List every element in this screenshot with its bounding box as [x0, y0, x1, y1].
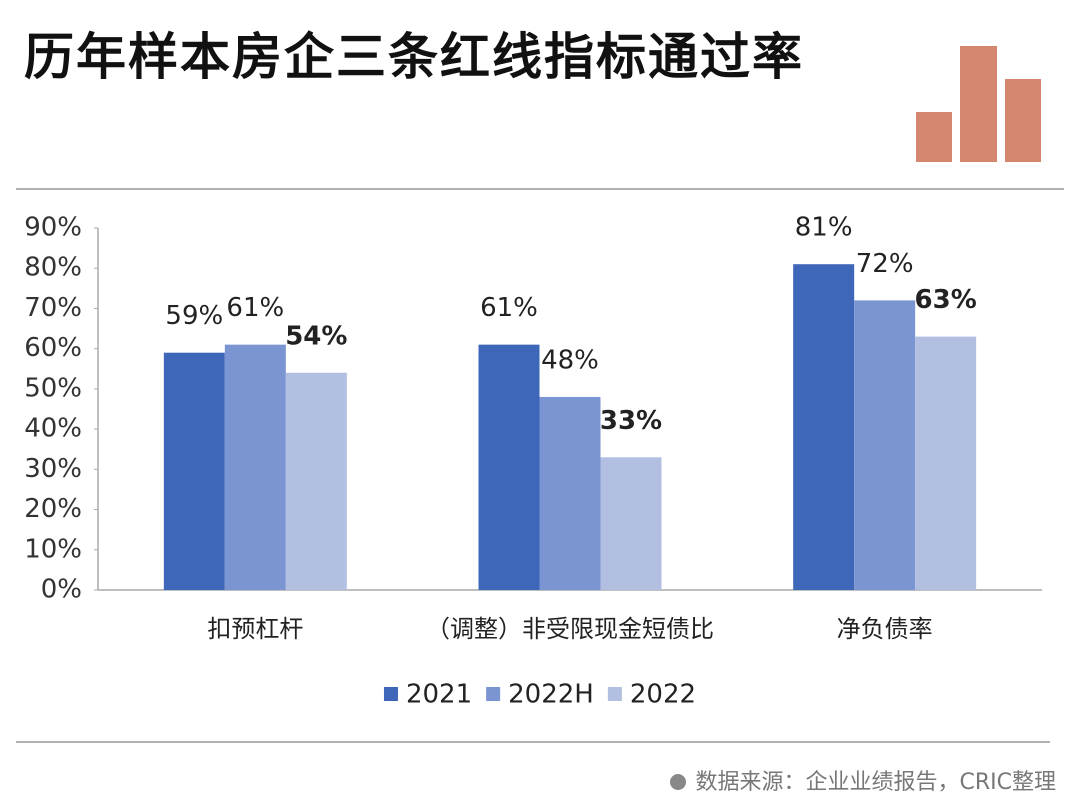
value-label: 33% [600, 406, 662, 436]
bar [793, 264, 855, 590]
y-tick-label: 90% [24, 213, 82, 243]
bar [478, 344, 540, 590]
y-tick-label: 20% [24, 494, 82, 524]
bar [285, 372, 347, 590]
y-tick-label: 50% [24, 373, 82, 403]
x-tick-label: 扣预杠杆 [207, 615, 303, 643]
chart-title: 历年样本房企三条红线指标通过率 [24, 28, 804, 86]
legend-label: 2022 [630, 680, 696, 710]
value-label: 61% [226, 293, 284, 323]
y-tick-label: 40% [24, 414, 82, 444]
legend-swatch [486, 687, 501, 701]
header-icon [916, 46, 1041, 162]
value-label: 59% [165, 301, 223, 331]
x-tick-label: （调整）非受限现金短债比 [426, 615, 714, 643]
value-label: 81% [795, 213, 853, 243]
source-note: 数据来源：企业业绩报告，CRIC整理 [669, 764, 1057, 796]
legend-swatch [607, 687, 622, 701]
value-label: 48% [541, 345, 599, 375]
value-label: 54% [285, 321, 347, 351]
legend-label: 2022H [508, 680, 594, 710]
y-tick-label: 70% [24, 293, 82, 323]
legend-label: 2021 [406, 680, 472, 710]
y-tick-label: 10% [24, 534, 82, 564]
y-tick-label: 80% [24, 253, 82, 283]
value-label: 61% [480, 293, 538, 323]
y-tick-label: 0% [41, 575, 82, 605]
y-tick-label: 30% [24, 454, 82, 484]
x-tick-label: 净负债率 [837, 615, 933, 643]
bar [224, 344, 286, 590]
bar [915, 336, 977, 590]
bar [600, 457, 662, 590]
value-label: 72% [856, 249, 914, 279]
bar [539, 396, 601, 590]
source-text: 数据来源：企业业绩报告，CRIC整理 [695, 770, 1057, 795]
value-label: 63% [915, 285, 977, 315]
bar [854, 300, 916, 590]
bar [163, 352, 225, 590]
legend-swatch [383, 687, 398, 701]
y-tick-label: 60% [24, 333, 82, 363]
